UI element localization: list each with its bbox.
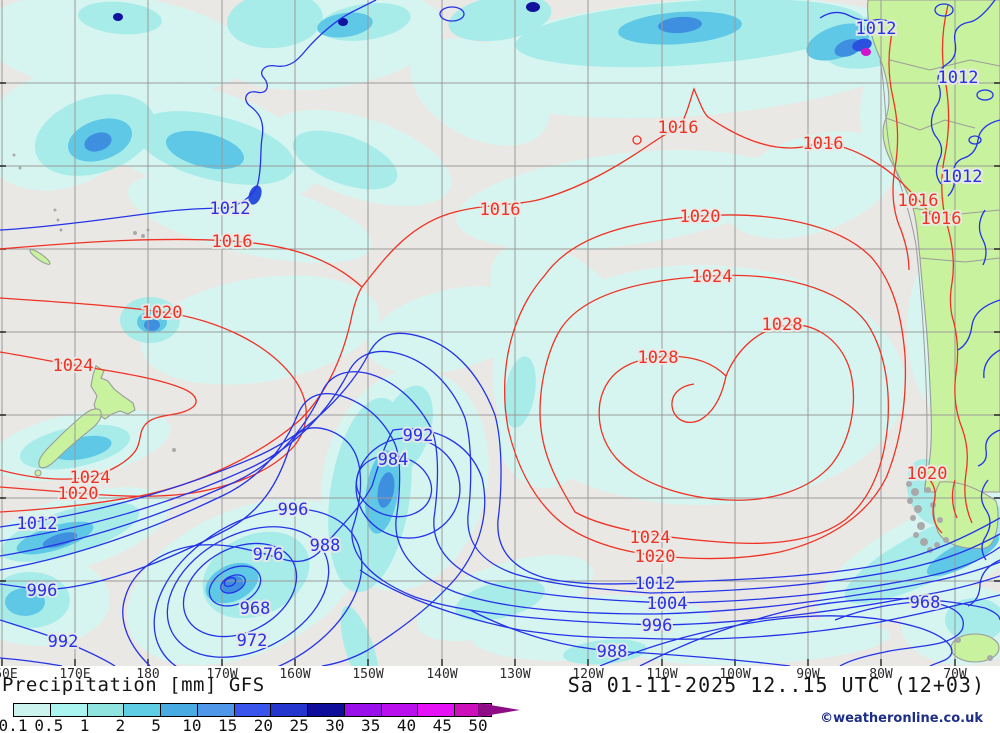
longitude-label-120W: 120W (572, 667, 604, 682)
forecast-datetime: Sa 01-11-2025 12..15 UTC (12+03) (567, 673, 985, 697)
isobar-label-996: 996 (278, 500, 309, 520)
scale-value-35: 35 (361, 716, 381, 733)
isobar-label-1012: 1012 (210, 199, 251, 219)
isobar-label-1028: 1028 (638, 348, 679, 368)
scale-value-40: 40 (396, 716, 417, 733)
scale-segment-1 (86, 703, 124, 717)
scale-segment-40 (417, 703, 455, 717)
longitude-label-170E: 170E (59, 667, 91, 682)
isobar-label-1024: 1024 (70, 468, 111, 488)
scale-value-1: 1 (79, 716, 90, 733)
map-canvas: 1016101610161016101610161020102010201020… (0, 0, 1000, 694)
isobar-label-1016: 1016 (480, 200, 521, 220)
scale-value-2: 2 (115, 716, 126, 733)
isobar-label-1004: 1004 (647, 594, 688, 614)
isobar-label-1024: 1024 (53, 356, 94, 376)
scale-segment-0.5 (49, 703, 87, 717)
scale-value-10: 10 (182, 716, 202, 733)
scale-segment-25 (307, 703, 344, 717)
new-zealand-north-island (90, 365, 136, 420)
isobar-label-1020: 1020 (142, 303, 183, 323)
longitude-label-170W: 170W (206, 667, 238, 682)
longitude-label-160E: 160E (0, 667, 18, 682)
isobars-low-pressure (0, 0, 1000, 680)
scale-segment-30 (343, 703, 381, 717)
scale-value-20: 20 (253, 716, 274, 733)
new-zealand-south-island (38, 408, 102, 469)
patagonia-archipelago (906, 481, 949, 553)
scale-value-25: 25 (289, 716, 309, 733)
isobar-label-1028: 1028 (762, 315, 803, 335)
precipitation-scale-values: 0.1 0.5 1 2 5 10 15 20 25 30 35 40 45 50 (0, 716, 560, 733)
isobar-label-1016: 1016 (658, 118, 699, 138)
isobar-label-984: 984 (378, 450, 409, 470)
isobar-label-1020: 1020 (907, 464, 948, 484)
isobar-label-988: 988 (597, 642, 628, 662)
isobar-label-1024: 1024 (692, 267, 733, 287)
isobar-label-1024: 1024 (630, 528, 671, 548)
new-caledonia (29, 249, 51, 265)
isobar-label-1020: 1020 (680, 207, 721, 227)
scale-value-50: 50 (468, 716, 488, 733)
scale-segment-20 (270, 703, 308, 717)
longitude-label-180: 180 (136, 667, 160, 682)
isobar-label-968: 968 (910, 593, 941, 613)
longitude-label-150W: 150W (352, 667, 384, 682)
landmasses (12, 0, 1000, 663)
isobar-label-996: 996 (27, 581, 58, 601)
isobar-label-1016: 1016 (803, 134, 844, 154)
longitude-axis: 160E 170E 180 170W 160W 150W 140W 130W 120W 110W 1… (0, 667, 1000, 682)
longitude-label-110W: 110W (646, 667, 678, 682)
graticule (0, 0, 1000, 661)
scale-segment-0.1 (13, 703, 50, 717)
copyright-notice: ©weatheronline.co.uk (820, 711, 983, 726)
isobar-label-1012: 1012 (17, 514, 58, 534)
scale-overflow-arrow-icon (478, 703, 520, 717)
map-title: Precipitation [mm] GFS (2, 674, 265, 696)
scale-value-0.1: 0.1 (0, 716, 28, 733)
scale-segment-5 (160, 703, 197, 717)
scale-value-0.5: 0.5 (34, 716, 64, 733)
isobar-label-968: 968 (240, 599, 271, 619)
precipitation-shading (0, 0, 1000, 694)
scale-value-45: 45 (432, 716, 452, 733)
scale-segment-15 (233, 703, 271, 717)
scale-value-15: 15 (217, 716, 238, 733)
scale-value-5: 5 (151, 716, 161, 733)
isobar-label-1020: 1020 (58, 484, 99, 504)
longitude-label-140W: 140W (426, 667, 458, 682)
isobar-label-996: 996 (642, 616, 673, 636)
isobar-label-1012: 1012 (856, 19, 897, 39)
isobar-label-1016: 1016 (898, 191, 939, 211)
isobar-label-1016: 1016 (212, 232, 253, 252)
longitude-label-100W: 100W (719, 667, 751, 682)
axis-ticks (0, 82, 1000, 666)
pacific-islands (12, 153, 176, 452)
precipitation-pressure-map: 1016 1016 1016 1016 1016 1016 1020 1020 1020 1020… (0, 0, 1000, 694)
longitude-label-80W: 80W (869, 667, 893, 682)
isobar-label-1016: 1016 (921, 209, 962, 229)
isobar-label-992: 992 (403, 426, 434, 446)
isobar-label-972: 972 (237, 631, 268, 651)
longitude-label-90W: 90W (796, 667, 820, 682)
scale-segment-10 (196, 703, 234, 717)
scale-value-30: 30 (325, 716, 345, 733)
scale-segment-2 (123, 703, 161, 717)
precipitation-scale (13, 703, 492, 717)
longitude-label-160W: 160W (279, 667, 311, 682)
scale-segment-35 (380, 703, 418, 717)
isobars-high-pressure (0, 4, 973, 560)
isobar-value-labels: 1016101610161016101610161020102010201020… (15, 17, 985, 664)
isobar-label-1012: 1012 (635, 574, 676, 594)
isobar-label-1012: 1012 (938, 68, 979, 88)
longitude-label-70W: 70W (943, 667, 967, 682)
isobar-label-992: 992 (48, 632, 79, 652)
isobar-label-1012: 1012 (942, 167, 983, 187)
isobar-label-988: 988 (310, 536, 341, 556)
isobar-label-976: 976 (253, 545, 284, 565)
longitude-label-130W: 130W (499, 667, 531, 682)
isobar-label-1020: 1020 (635, 547, 676, 567)
